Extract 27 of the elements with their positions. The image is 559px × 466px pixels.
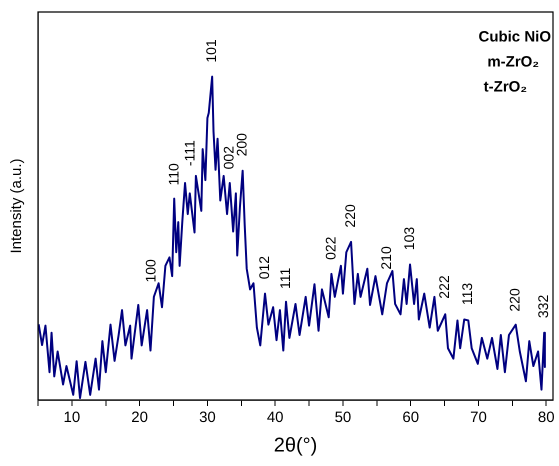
annotation: 332 bbox=[535, 294, 552, 318]
annotation: 111 bbox=[276, 268, 293, 289]
x-tick-label: 10 bbox=[64, 409, 80, 426]
x-tick-label: 60 bbox=[402, 409, 420, 426]
y-axis-title: Intensity (a.u.) bbox=[8, 158, 26, 254]
annotation: t-ZrO₂ bbox=[484, 78, 527, 96]
annotation: 210 bbox=[378, 246, 394, 270]
annotation: 222 bbox=[436, 275, 452, 299]
annotation: -111 bbox=[181, 140, 198, 166]
text: m-ZrO₂ bbox=[487, 54, 539, 71]
annotation: 022 bbox=[322, 236, 338, 260]
annotation: 113 bbox=[459, 282, 476, 306]
x-tick-label: 40 bbox=[266, 409, 284, 426]
x-tick-label: 30 bbox=[199, 409, 216, 426]
x-tick-label: 20 bbox=[131, 409, 148, 426]
x-tick-label: 80 bbox=[538, 409, 555, 426]
annotation: 220 bbox=[342, 204, 358, 228]
x-tick-label: 50 bbox=[334, 409, 352, 426]
annotation: 103 bbox=[400, 226, 417, 250]
x-axis-title: 2θ(°) bbox=[274, 434, 318, 457]
x-tick-label: 70 bbox=[470, 409, 487, 426]
annotation: 220 bbox=[506, 288, 523, 312]
annotation: 110 bbox=[166, 163, 182, 186]
annotation: 101 bbox=[203, 39, 220, 63]
annotation: 100 bbox=[142, 258, 159, 283]
text: Cubic NiO bbox=[478, 28, 552, 46]
annotation: 012 bbox=[256, 256, 272, 280]
